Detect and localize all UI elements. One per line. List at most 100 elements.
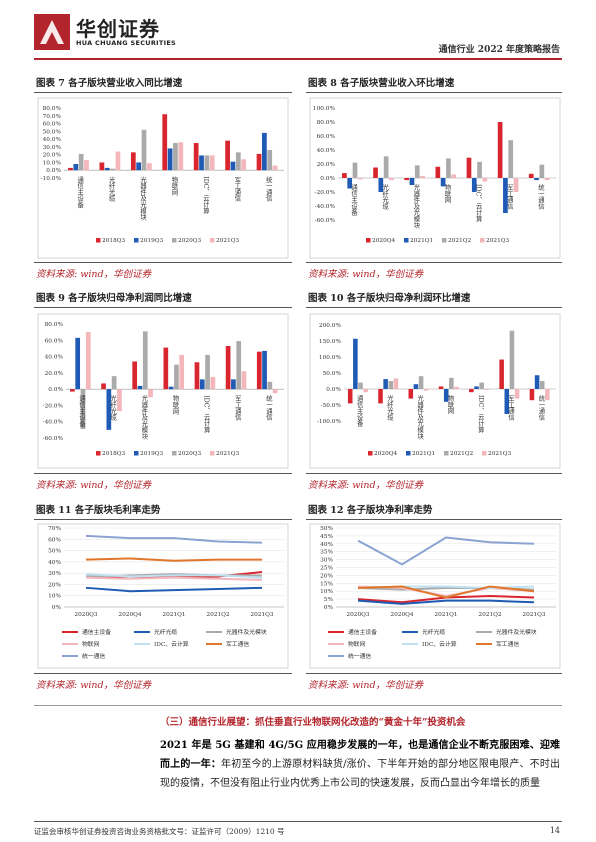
y-tick-label: 10% xyxy=(320,589,333,595)
bar-2020Q4 xyxy=(408,389,414,399)
bar-2020Q3 xyxy=(80,389,86,430)
figure-9-source: 资料来源: wind，华创证券 xyxy=(36,480,152,491)
figure-7-source: 资料来源: wind，华创证券 xyxy=(36,269,152,280)
legend-label: 2019Q3 xyxy=(140,238,164,244)
figure-9-chart: 80.0% 60.0% 40.0% 20.0% 0.0% -20.0% -40.0% -60.… xyxy=(37,313,289,469)
bar-2018Q3 xyxy=(256,351,262,390)
bar-2020Q4 xyxy=(529,389,535,401)
header-divider xyxy=(34,58,562,60)
x-tick-label: 2021Q1 xyxy=(434,612,457,618)
y-tick-label: 0% xyxy=(52,605,62,611)
legend-label: 2021Q1 xyxy=(412,451,435,457)
category-label: 光器件及光模块 xyxy=(416,394,423,441)
bar-2021Q2 xyxy=(509,330,515,389)
body-rest: 年初至今的上游原材料缺货/涨价、下半年开始的部分地区限电限产、不时出现的疫情，不… xyxy=(160,759,561,789)
legend-label: 2020Q3 xyxy=(178,451,202,457)
bar-2020Q3 xyxy=(235,152,241,171)
x-tick-label: 2021Q1 xyxy=(162,612,185,618)
chart-frame xyxy=(37,523,289,669)
x-tick-label: 2021Q3 xyxy=(250,612,274,618)
figure-8-source-rule xyxy=(306,262,562,263)
chart-frame xyxy=(37,97,289,259)
bar-2021Q1 xyxy=(378,178,384,192)
legend-label: 通信主设备 xyxy=(348,628,377,636)
bar-2018Q3 xyxy=(256,153,262,171)
bar-2021Q3 xyxy=(363,389,368,393)
bar-2020Q3 xyxy=(141,129,147,171)
bar-2021Q1 xyxy=(534,178,539,181)
legend-swatch xyxy=(172,238,177,243)
bar-2021Q1 xyxy=(409,178,415,185)
bar-2021Q3 xyxy=(179,354,185,390)
bar-2021Q3 xyxy=(84,160,89,171)
figure-8-rule xyxy=(306,92,562,93)
company-name-en: HUA CHUANG SECURITIES xyxy=(76,39,177,47)
bar-2020Q3 xyxy=(204,155,210,171)
bar-2021Q3 xyxy=(178,142,184,171)
bar-2021Q2 xyxy=(508,140,514,178)
bar-2020Q4 xyxy=(466,157,472,178)
bar-2021Q3 xyxy=(357,178,363,180)
bar-2021Q3 xyxy=(454,386,459,389)
y-tick-label: 200.0% xyxy=(319,323,342,329)
category-label: IDC、云计算 xyxy=(475,184,482,223)
legend-swatch xyxy=(444,451,449,456)
legend-label: 2018Q3 xyxy=(102,238,126,244)
bar-2020Q3 xyxy=(78,153,84,171)
bar-2020Q4 xyxy=(499,359,504,389)
company-logo xyxy=(34,14,70,50)
bar-2021Q3 xyxy=(484,389,490,390)
legend-swatch xyxy=(366,238,371,243)
bar-2021Q2 xyxy=(477,161,482,178)
x-tick-label: 2021Q3 xyxy=(522,612,546,618)
legend-swatch xyxy=(96,451,101,456)
category-label: 物联网 xyxy=(171,175,178,197)
y-tick-label: -100.0% xyxy=(317,419,342,425)
category-label: 光器件及光模块 xyxy=(140,394,147,441)
y-tick-label: 150.0% xyxy=(319,339,342,345)
section-heading: （三）通信行业展望：抓住垂直行业物联网化改造的“黄金十年”投资机会 xyxy=(160,717,466,728)
bar-2021Q3 xyxy=(241,371,247,390)
x-tick-label: 2021Q2 xyxy=(478,612,502,618)
bar-2020Q3 xyxy=(174,364,179,390)
y-tick-label: -40.0% xyxy=(43,420,64,426)
bar-2018Q3 xyxy=(162,114,168,171)
bar-2021Q3 xyxy=(272,165,278,171)
category-label: IDC、云计算 xyxy=(202,176,209,215)
y-tick-label: 0.0% xyxy=(320,176,335,182)
y-tick-label: 40% xyxy=(320,542,333,548)
chart-frame xyxy=(37,313,289,469)
y-tick-label: 0.0% xyxy=(48,387,63,393)
figure-10-title: 图表 10 各子版块归母净利润环比增速 xyxy=(308,293,471,304)
bar-2019Q3 xyxy=(73,164,79,171)
bar-2020Q3 xyxy=(267,381,273,390)
bar-2021Q3 xyxy=(482,178,488,182)
x-tick-label: 2020Q4 xyxy=(118,612,142,618)
category-label: 军工通信 xyxy=(506,184,513,211)
category-label: IDC、云计算 xyxy=(203,395,210,434)
figure-11-source-rule xyxy=(34,673,292,674)
chart-frame xyxy=(309,523,561,669)
bar-2018Q3 xyxy=(193,143,199,171)
y-tick-label: 20.0% xyxy=(45,371,64,377)
y-tick-label: -40.0% xyxy=(315,204,336,210)
x-tick-label: 2020Q4 xyxy=(390,612,414,618)
legend-swatch xyxy=(368,451,373,456)
legend-swatch xyxy=(96,238,101,243)
line-光纤光缆 xyxy=(85,586,263,593)
bar-2021Q2 xyxy=(539,164,545,178)
bar-2019Q3 xyxy=(262,350,267,390)
category-label: IDC、云计算 xyxy=(477,395,484,434)
bar-2021Q1 xyxy=(440,178,446,187)
y-tick-label: 30% xyxy=(48,571,61,577)
bar-2021Q3 xyxy=(389,178,394,181)
line-统一通信 xyxy=(357,536,535,566)
bar-2021Q1 xyxy=(504,389,510,414)
bar-2020Q3 xyxy=(236,341,242,390)
bar-2019Q3 xyxy=(106,389,112,430)
y-tick-label: 0.0% xyxy=(326,387,341,393)
legend-label: 军工通信 xyxy=(226,640,249,648)
bar-2021Q2 xyxy=(383,156,389,178)
y-tick-label: 100.0% xyxy=(313,106,336,112)
bar-2021Q1 xyxy=(347,178,353,189)
